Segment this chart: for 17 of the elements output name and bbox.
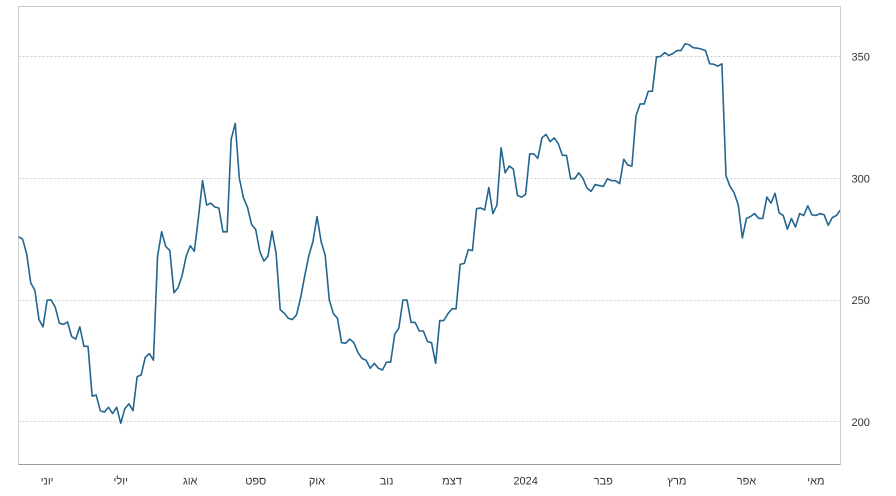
y-tick-label: 350 xyxy=(852,51,870,64)
y-tick-label: 250 xyxy=(852,295,870,308)
x-tick-label: 2024 xyxy=(513,476,538,488)
x-tick-label: אוק xyxy=(308,476,326,488)
x-tick-label: אוג xyxy=(183,476,198,488)
x-tick-label: מרץ xyxy=(667,476,686,488)
x-tick-label: יולי xyxy=(114,476,128,488)
x-tick-label: דצמ xyxy=(442,476,462,488)
x-tick-label: יוני xyxy=(40,476,54,488)
x-tick-label: פבר xyxy=(594,476,614,488)
y-tick-label: 200 xyxy=(852,416,870,429)
x-tick-label: נוב xyxy=(380,476,394,488)
y-tick-label: 300 xyxy=(852,173,870,186)
x-tick-label: מאי xyxy=(807,476,825,488)
x-tick-label: ספט xyxy=(245,476,266,488)
x-tick-label: אפר xyxy=(736,476,756,488)
line-series xyxy=(18,42,840,424)
